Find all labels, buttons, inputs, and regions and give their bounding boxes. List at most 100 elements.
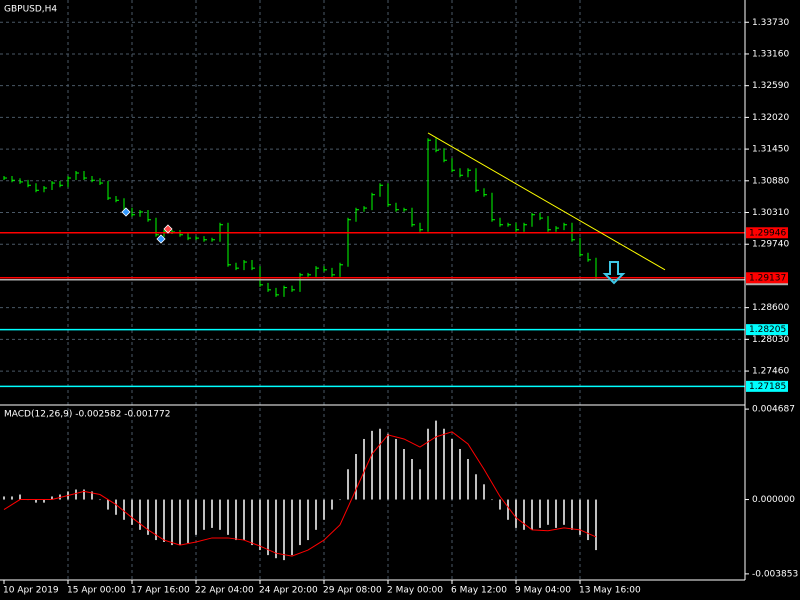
- price-bar: [283, 285, 287, 297]
- macd-bar: [483, 484, 485, 500]
- macd-bar: [291, 499, 293, 556]
- level-label: 1.29946: [749, 228, 786, 238]
- price-bar: [307, 272, 311, 277]
- macd-bar: [579, 499, 581, 535]
- macd-bar: [19, 494, 21, 500]
- price-bar: [355, 207, 359, 222]
- signal-line: [3, 431, 597, 557]
- macd-bar: [267, 499, 269, 556]
- macd-bar: [547, 499, 549, 525]
- macd-bar: [203, 499, 205, 530]
- price-bar: [395, 202, 399, 212]
- price-bar: [523, 222, 527, 232]
- macd-bar: [563, 499, 565, 525]
- price-bar: [531, 212, 535, 227]
- price-bar: [491, 192, 495, 222]
- price-bar: [331, 267, 335, 277]
- price-bar: [379, 183, 383, 197]
- price-bar: [3, 176, 7, 181]
- price-bar: [27, 179, 31, 188]
- x-tick-label: 24 Apr 20:00: [259, 586, 318, 596]
- macd-bar: [139, 499, 141, 530]
- macd-bar: [467, 459, 469, 500]
- macd-bar: [211, 499, 213, 528]
- macd-bar: [379, 428, 381, 500]
- macd-bar: [507, 499, 509, 520]
- y-tick-label: -0.003853: [752, 569, 798, 579]
- y-tick-label: 1.33730: [752, 18, 789, 28]
- x-tick-label: 9 May 04:00: [515, 586, 571, 596]
- price-bar: [579, 237, 583, 257]
- price-bar: [515, 222, 519, 232]
- macd-bar: [307, 499, 309, 541]
- macd-bar: [347, 469, 349, 500]
- price-bar: [347, 217, 351, 267]
- x-tick-label: 2 May 00:00: [387, 586, 443, 596]
- price-bar: [547, 216, 551, 232]
- macd-bar: [235, 499, 237, 541]
- macd-bar: [403, 448, 405, 500]
- price-bar: [371, 192, 375, 211]
- macd-bar: [499, 499, 501, 510]
- macd-bar: [187, 499, 189, 543]
- macd-bar: [555, 499, 557, 528]
- price-bar: [475, 168, 479, 193]
- price-bar: [419, 222, 423, 232]
- price-bar: [251, 260, 255, 271]
- macd-bar: [459, 448, 461, 500]
- price-bar: [411, 207, 415, 227]
- macd-bar: [323, 499, 325, 520]
- macd-bar: [179, 499, 181, 546]
- price-bar: [467, 168, 471, 178]
- macd-bar: [411, 459, 413, 500]
- macd-bar: [115, 499, 117, 515]
- macd-bar: [3, 496, 5, 500]
- macd-bar: [107, 499, 109, 510]
- macd-bar: [171, 499, 173, 546]
- macd-bar: [539, 499, 541, 528]
- level-label: 1.27185: [749, 382, 786, 392]
- price-bar: [539, 212, 543, 221]
- macd-bar: [595, 499, 597, 551]
- price-bar: [403, 207, 407, 212]
- price-bar: [243, 260, 247, 271]
- price-bar: [11, 176, 15, 183]
- macd-bar: [299, 499, 301, 546]
- macd-bar: [163, 499, 165, 542]
- macd-bar: [251, 499, 253, 546]
- trendline: [427, 132, 666, 271]
- y-tick-label: 0.000000: [752, 495, 795, 505]
- macd-bar: [91, 491, 93, 500]
- price-bar: [75, 171, 79, 181]
- macd-bar: [427, 428, 429, 500]
- chart-title: GBPUSD,H4: [4, 5, 57, 15]
- macd-bar: [395, 438, 397, 500]
- macd-bar: [363, 438, 365, 500]
- macd-bar: [371, 430, 373, 500]
- y-tick-label: 1.30880: [752, 176, 789, 186]
- macd-bar: [515, 499, 517, 528]
- price-bar: [587, 252, 591, 262]
- price-bar: [155, 217, 159, 237]
- macd-bar: [523, 499, 525, 530]
- price-bar: [443, 148, 447, 163]
- macd-bar: [283, 499, 285, 561]
- macd-bar: [99, 499, 101, 501]
- price-bar: [43, 186, 47, 193]
- macd-bar: [83, 489, 85, 500]
- macd-bar: [419, 469, 421, 500]
- macd-bar: [11, 496, 13, 500]
- macd-title: MACD(12,26,9) -0.002582 -0.001772: [4, 410, 170, 420]
- y-tick-label: 1.28030: [752, 335, 789, 345]
- price-bar: [315, 266, 319, 277]
- price-bar: [187, 232, 191, 241]
- level-label-box: [746, 324, 788, 336]
- y-tick-label: 1.32590: [752, 81, 789, 91]
- macd-bar: [443, 428, 445, 500]
- macd-bar: [331, 499, 333, 510]
- price-bar: [267, 282, 271, 292]
- macd-bar: [435, 420, 437, 500]
